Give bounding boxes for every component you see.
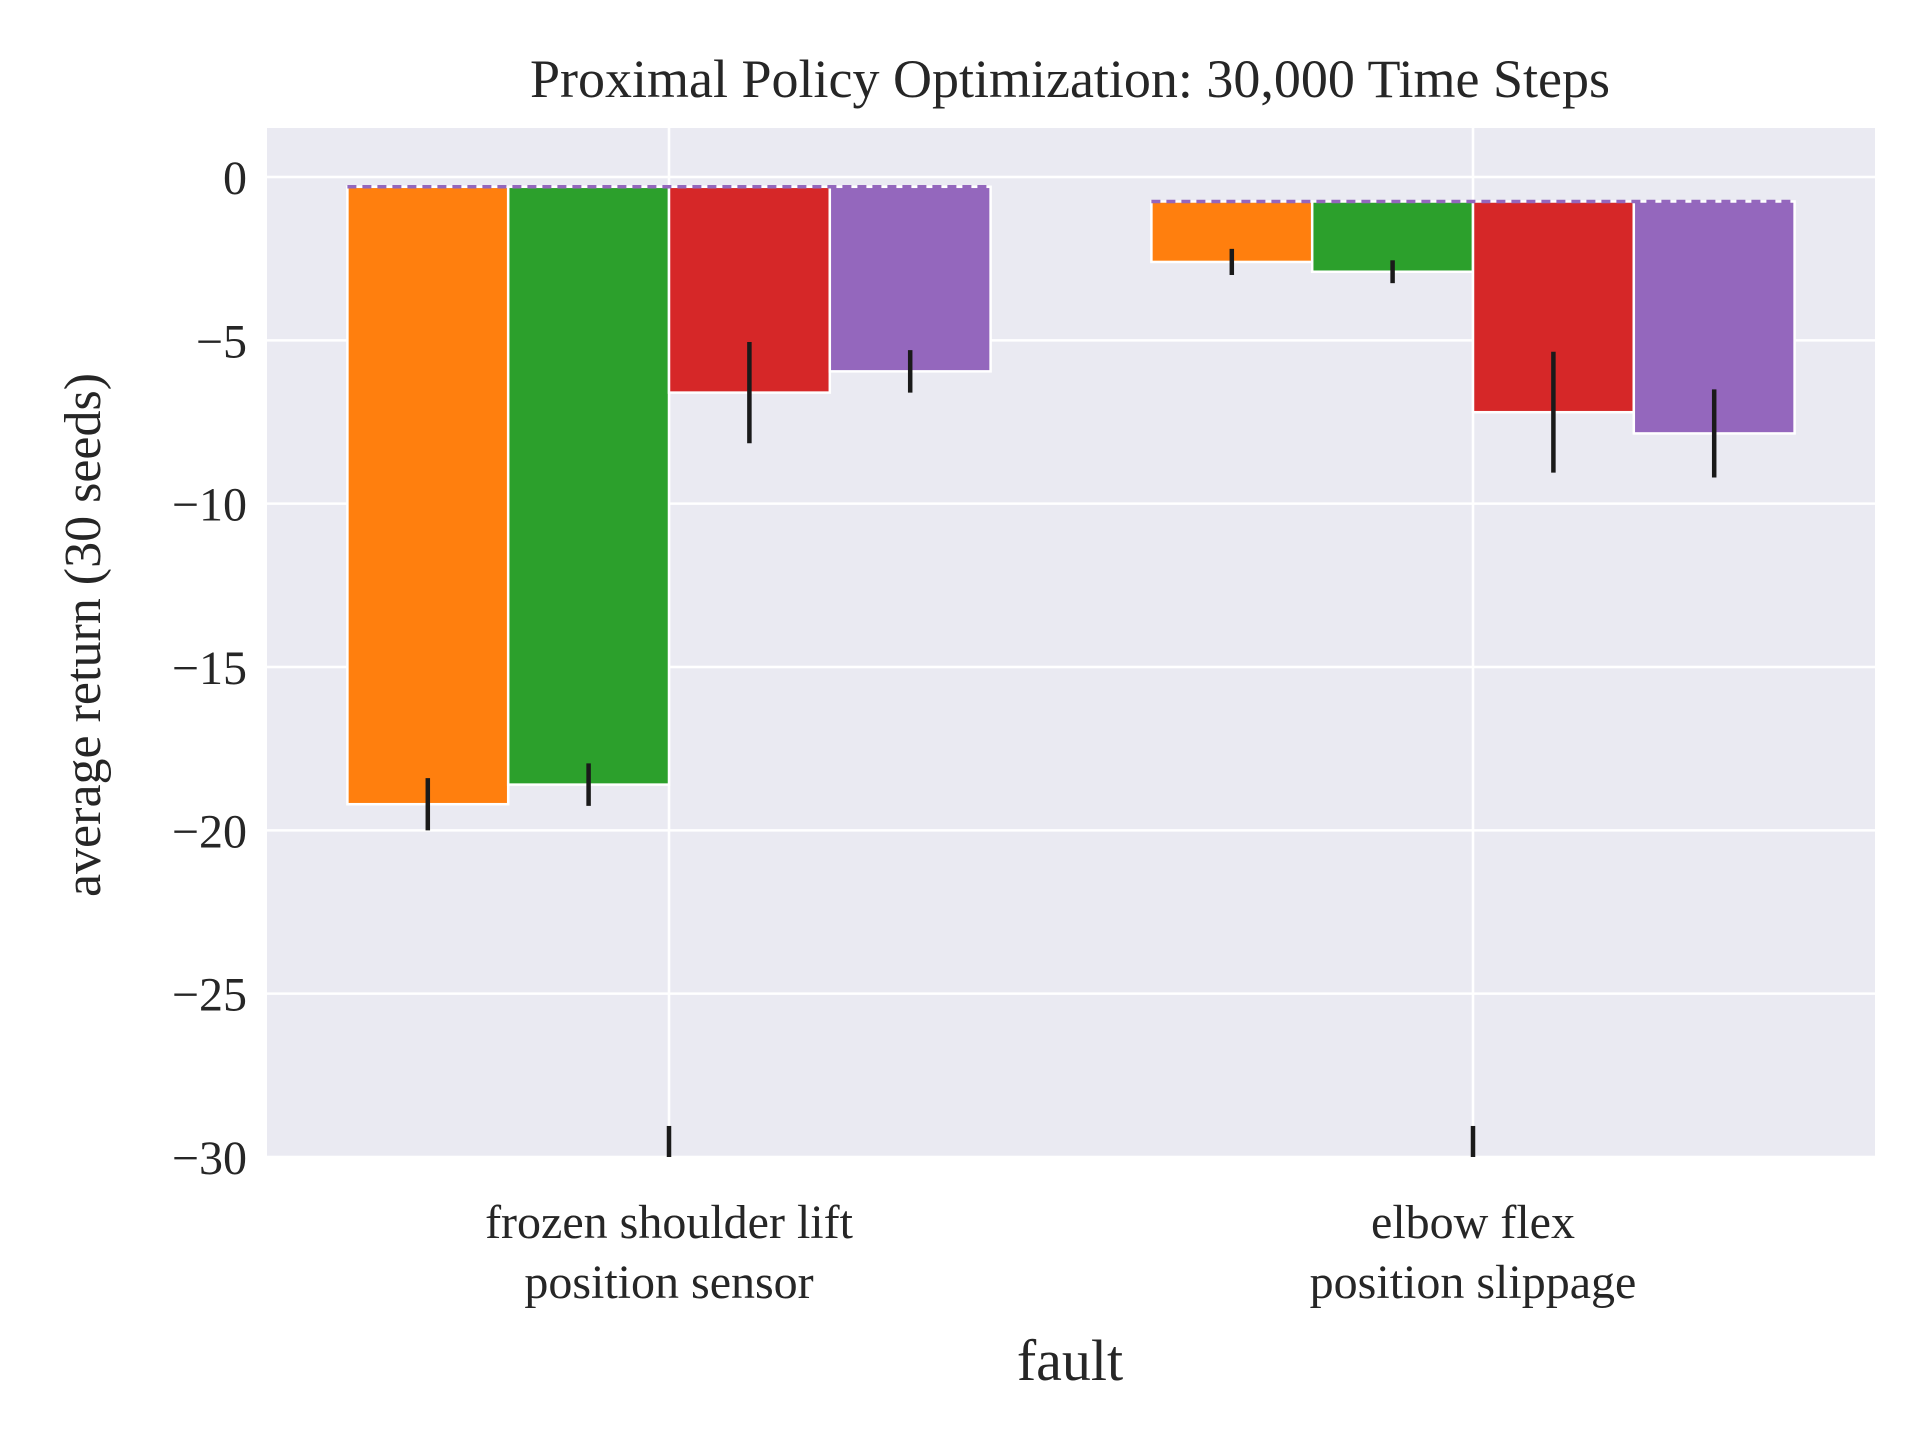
bar bbox=[506, 185, 671, 786]
bar bbox=[828, 185, 992, 373]
x-axis-label: fault bbox=[1017, 1328, 1123, 1393]
y-tick-label: −30 bbox=[172, 1132, 247, 1185]
y-tick-label: −15 bbox=[172, 642, 247, 695]
y-tick-label: −10 bbox=[172, 479, 247, 532]
bar bbox=[346, 185, 510, 806]
x-tick-label: elbow flex position slippage bbox=[1310, 1196, 1637, 1309]
y-tick-label: −20 bbox=[172, 805, 247, 858]
chart-title: Proximal Policy Optimization: 30,000 Tim… bbox=[530, 49, 1610, 109]
y-tick-label: 0 bbox=[223, 152, 247, 205]
y-tick-label: −25 bbox=[172, 969, 247, 1022]
y-axis-label: average return (30 seeds) bbox=[55, 373, 112, 897]
y-tick-label: −5 bbox=[196, 315, 247, 368]
x-tick-label: frozen shoulder lift position sensor bbox=[485, 1196, 854, 1309]
